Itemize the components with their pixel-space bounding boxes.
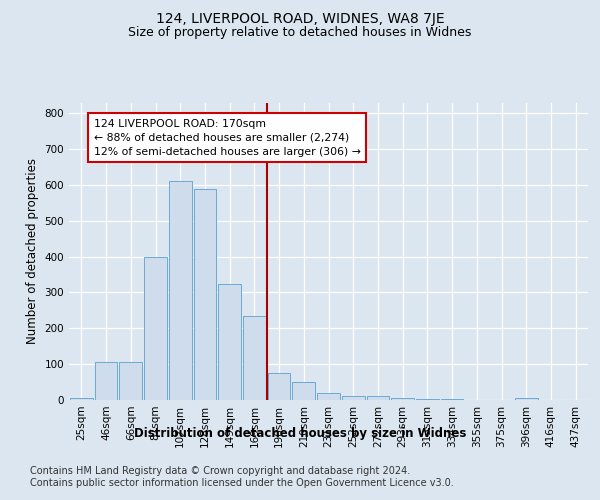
Text: Size of property relative to detached houses in Widnes: Size of property relative to detached ho… xyxy=(128,26,472,39)
Text: 124 LIVERPOOL ROAD: 170sqm
← 88% of detached houses are smaller (2,274)
12% of s: 124 LIVERPOOL ROAD: 170sqm ← 88% of deta… xyxy=(94,118,361,156)
Text: 124, LIVERPOOL ROAD, WIDNES, WA8 7JE: 124, LIVERPOOL ROAD, WIDNES, WA8 7JE xyxy=(155,12,445,26)
Bar xyxy=(95,362,118,400)
Bar xyxy=(243,316,266,400)
Bar xyxy=(169,182,191,400)
Bar xyxy=(391,398,414,400)
Bar xyxy=(441,399,463,400)
Bar xyxy=(218,284,241,400)
Bar xyxy=(317,393,340,400)
Bar xyxy=(292,382,315,400)
Bar xyxy=(342,396,365,400)
Bar xyxy=(70,398,93,400)
Bar xyxy=(416,399,439,400)
Bar xyxy=(367,396,389,400)
Bar xyxy=(119,362,142,400)
Text: Distribution of detached houses by size in Widnes: Distribution of detached houses by size … xyxy=(134,428,466,440)
Bar xyxy=(144,256,167,400)
Bar xyxy=(194,188,216,400)
Text: Contains HM Land Registry data © Crown copyright and database right 2024.
Contai: Contains HM Land Registry data © Crown c… xyxy=(30,466,454,487)
Bar xyxy=(515,398,538,400)
Bar xyxy=(268,373,290,400)
Y-axis label: Number of detached properties: Number of detached properties xyxy=(26,158,39,344)
